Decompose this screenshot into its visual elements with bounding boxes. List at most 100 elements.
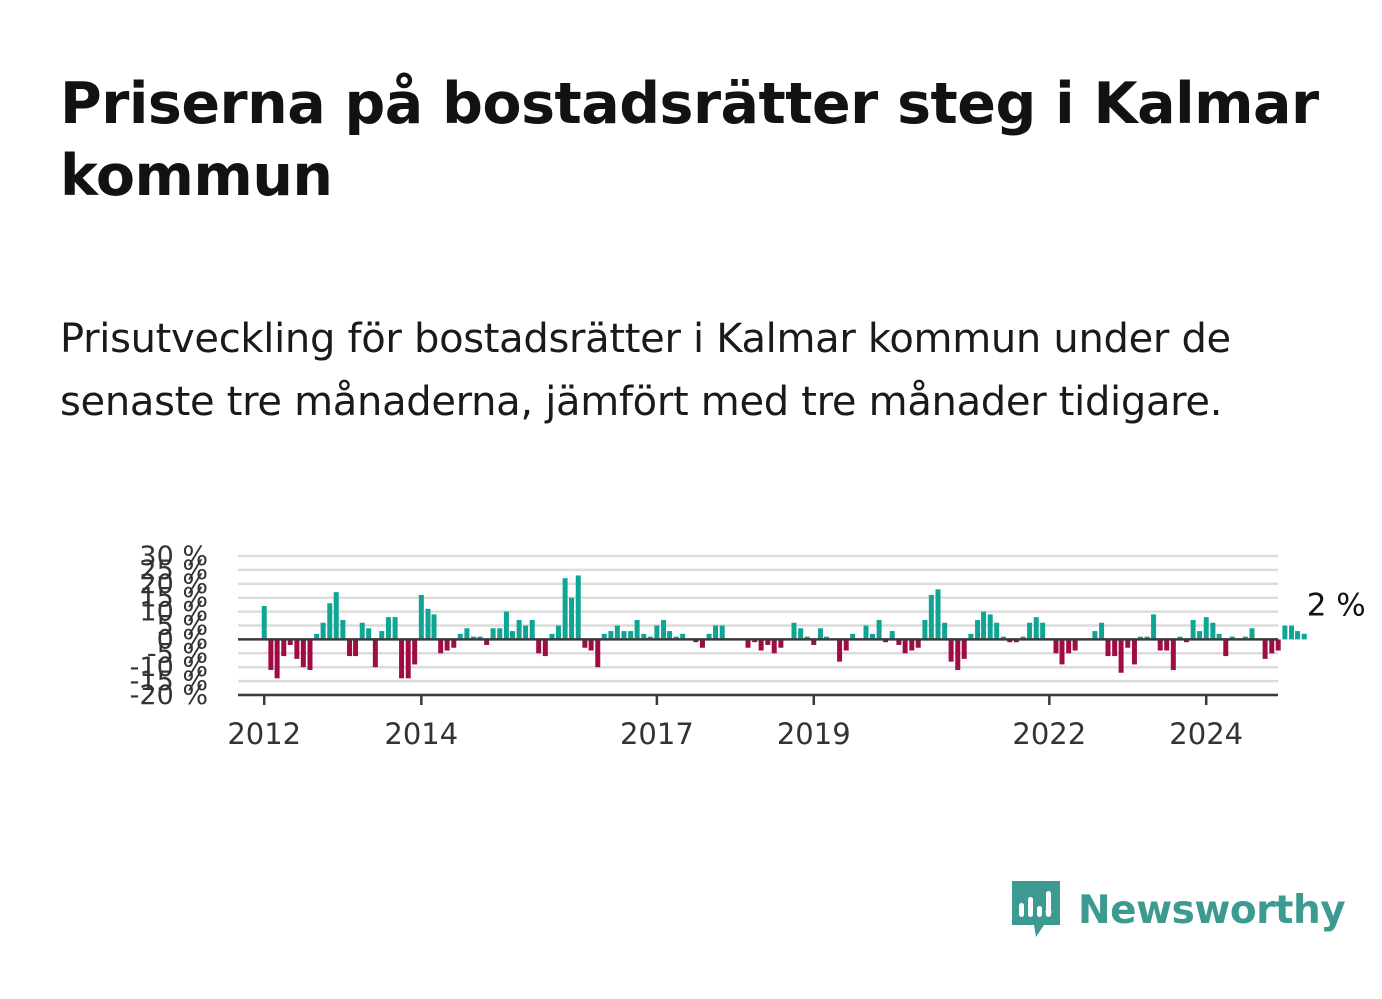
bar	[1210, 622, 1216, 640]
bar	[1118, 639, 1124, 673]
y-tick-label: 20 %	[139, 569, 208, 600]
bar	[706, 633, 712, 640]
bar	[536, 639, 542, 654]
bar	[661, 619, 667, 640]
bar	[745, 639, 751, 648]
x-tick-label: 2019	[777, 717, 851, 751]
bar	[268, 639, 274, 670]
bar	[1249, 628, 1255, 640]
bar	[1059, 639, 1065, 665]
bar	[1066, 639, 1072, 654]
bar	[968, 633, 974, 640]
bar	[942, 622, 948, 640]
bar	[975, 619, 981, 640]
bar	[307, 639, 313, 670]
x-tick-label: 2017	[620, 717, 694, 751]
bar	[438, 639, 444, 654]
last-value-annotation: 2 %	[1298, 582, 1375, 624]
bar	[431, 614, 437, 640]
x-tick-label: 2024	[1169, 717, 1243, 751]
newsworthy-logo-icon	[1012, 881, 1060, 937]
brand-logo: Newsworthy	[1010, 878, 1346, 942]
bar	[392, 617, 398, 640]
bar	[405, 639, 411, 679]
bar	[843, 639, 849, 651]
bar	[667, 631, 673, 640]
bar	[412, 639, 418, 665]
bar	[569, 597, 575, 640]
bar	[654, 625, 660, 640]
bar	[758, 639, 764, 651]
bar	[634, 619, 640, 640]
bar	[444, 639, 450, 651]
bar	[1040, 622, 1046, 640]
bar	[333, 592, 339, 640]
bar	[385, 617, 391, 640]
bar	[471, 636, 477, 640]
y-tick-label: 15 %	[139, 583, 208, 614]
bar	[503, 611, 509, 640]
bar	[477, 636, 483, 640]
bar	[372, 639, 378, 668]
bar	[889, 631, 895, 640]
bar	[817, 628, 823, 640]
bar	[1105, 639, 1111, 657]
bar	[379, 631, 385, 640]
bar	[490, 628, 496, 640]
x-tick-label: 2014	[384, 717, 458, 751]
bar	[549, 633, 555, 640]
bar	[294, 639, 300, 659]
bar	[1170, 639, 1176, 670]
bar	[320, 622, 326, 640]
bar	[1112, 639, 1118, 657]
bar	[529, 619, 535, 640]
bar	[863, 625, 869, 640]
bar	[464, 628, 470, 640]
y-tick-label: 25 %	[139, 555, 208, 586]
x-axis-ticks: 2012 2014 2017 2019 2022 2024	[227, 695, 1243, 751]
bar	[359, 622, 365, 640]
chart-title: Priserna på bostadsrätter steg i Kalmar …	[60, 71, 1319, 209]
annotation-background	[1298, 582, 1375, 623]
bar	[1242, 636, 1248, 640]
y-tick-label: -10 %	[130, 652, 208, 683]
bar	[804, 636, 810, 640]
bar	[823, 636, 829, 640]
y-tick-label: 5 %	[157, 611, 208, 642]
bar	[876, 619, 882, 640]
bar	[1007, 639, 1013, 643]
bar	[673, 636, 679, 640]
bar	[497, 628, 503, 640]
bar	[1216, 633, 1222, 640]
bar	[869, 633, 875, 640]
bar	[261, 606, 267, 640]
bar	[281, 639, 287, 657]
bar	[641, 633, 647, 640]
bar	[1164, 639, 1170, 651]
y-tick-label: 10 %	[139, 597, 208, 628]
bar	[457, 633, 463, 640]
bar	[719, 625, 725, 640]
brand-name: Newsworthy	[1078, 887, 1346, 933]
bar	[778, 639, 784, 648]
bar	[1197, 631, 1203, 640]
bar	[509, 631, 515, 640]
bar	[614, 625, 620, 640]
bar	[699, 639, 705, 648]
bar	[1020, 636, 1026, 640]
bar	[608, 631, 614, 640]
bar	[628, 631, 634, 640]
bar	[771, 639, 777, 654]
bar	[1099, 622, 1105, 640]
bar	[987, 614, 993, 640]
bar	[1157, 639, 1163, 651]
bar	[353, 639, 359, 657]
bar	[902, 639, 908, 654]
bar	[1177, 636, 1183, 640]
bar	[274, 639, 280, 679]
bar	[791, 622, 797, 640]
bar	[340, 619, 346, 640]
bar	[1223, 639, 1229, 657]
bar	[928, 594, 934, 640]
y-tick-label: -15 %	[130, 666, 208, 697]
